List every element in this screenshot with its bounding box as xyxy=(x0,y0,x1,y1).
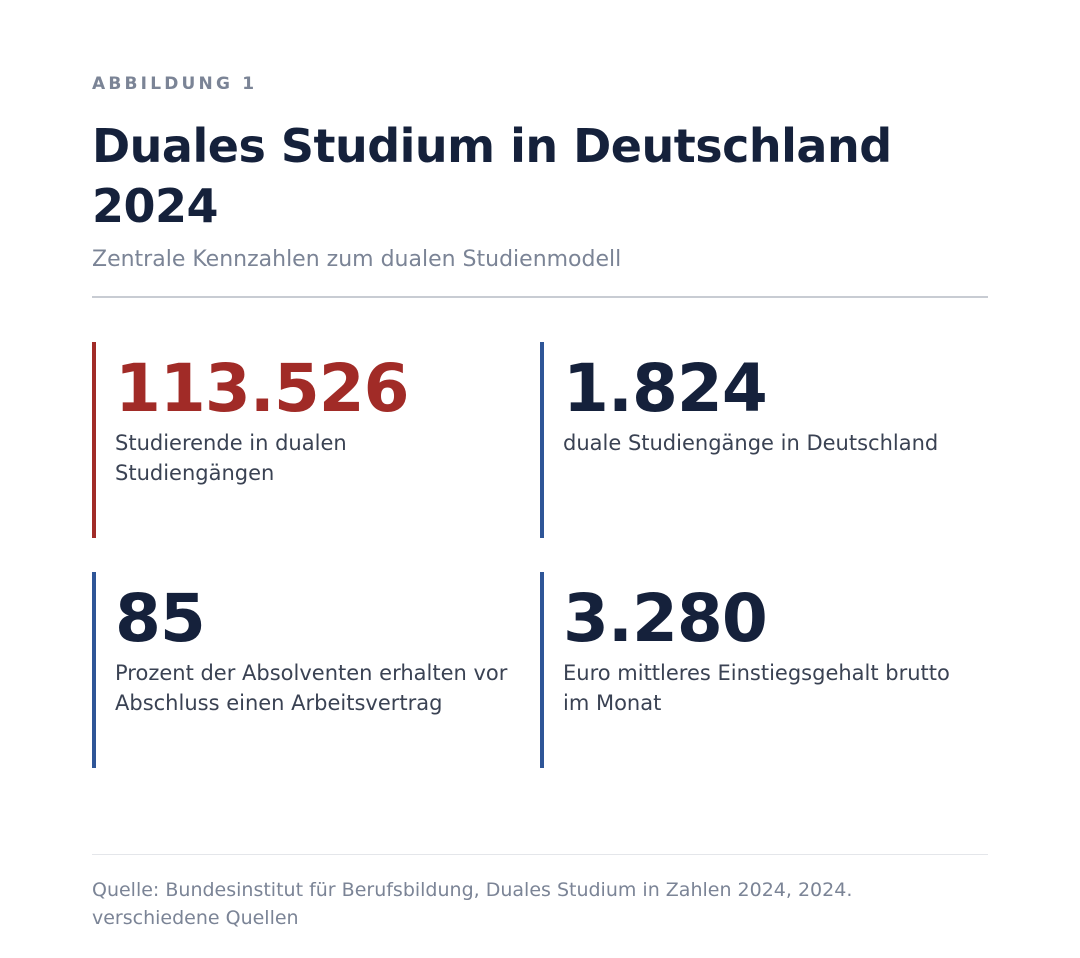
stat-card-starting-salary: 3.280 Euro mittleres Einstiegsgehalt bru… xyxy=(540,572,960,768)
stat-value: 1.824 xyxy=(563,350,768,427)
stat-value: 113.526 xyxy=(115,350,410,427)
figure-eyebrow: ABBILDUNG 1 xyxy=(92,74,258,94)
stat-card-employment-rate: 85 Prozent der Absolventen erhalten vor … xyxy=(92,572,512,768)
stat-card-students: 113.526 Studierende in dualen Studiengän… xyxy=(92,342,512,538)
stat-value: 85 xyxy=(115,580,206,657)
source-note: Quelle: Bundesinstitut für Berufsbildung… xyxy=(92,876,988,932)
stat-label: duale Studiengänge in Deutschland xyxy=(563,431,939,455)
stat-card-programs: 1.824 duale Studiengänge in Deutschland xyxy=(540,342,960,538)
stat-value: 3.280 xyxy=(563,580,768,657)
source-line: verschiedene Quellen xyxy=(92,907,299,929)
source-line: Quelle: Bundesinstitut für Berufsbildung… xyxy=(92,879,853,901)
figure-title: Duales Studium in Deutschland 2024 xyxy=(92,119,892,233)
stat-label: Studierende in dualen Studiengängen xyxy=(115,431,347,485)
stat-label: Prozent der Absolventen erhalten vor Abs… xyxy=(115,661,508,715)
stat-label: Euro mittleres Einstiegsgehalt brutto im… xyxy=(563,661,950,715)
bottom-divider xyxy=(92,854,988,855)
figure-subtitle: Zentrale Kennzahlen zum dualen Studienmo… xyxy=(92,247,622,272)
top-divider xyxy=(92,296,988,298)
